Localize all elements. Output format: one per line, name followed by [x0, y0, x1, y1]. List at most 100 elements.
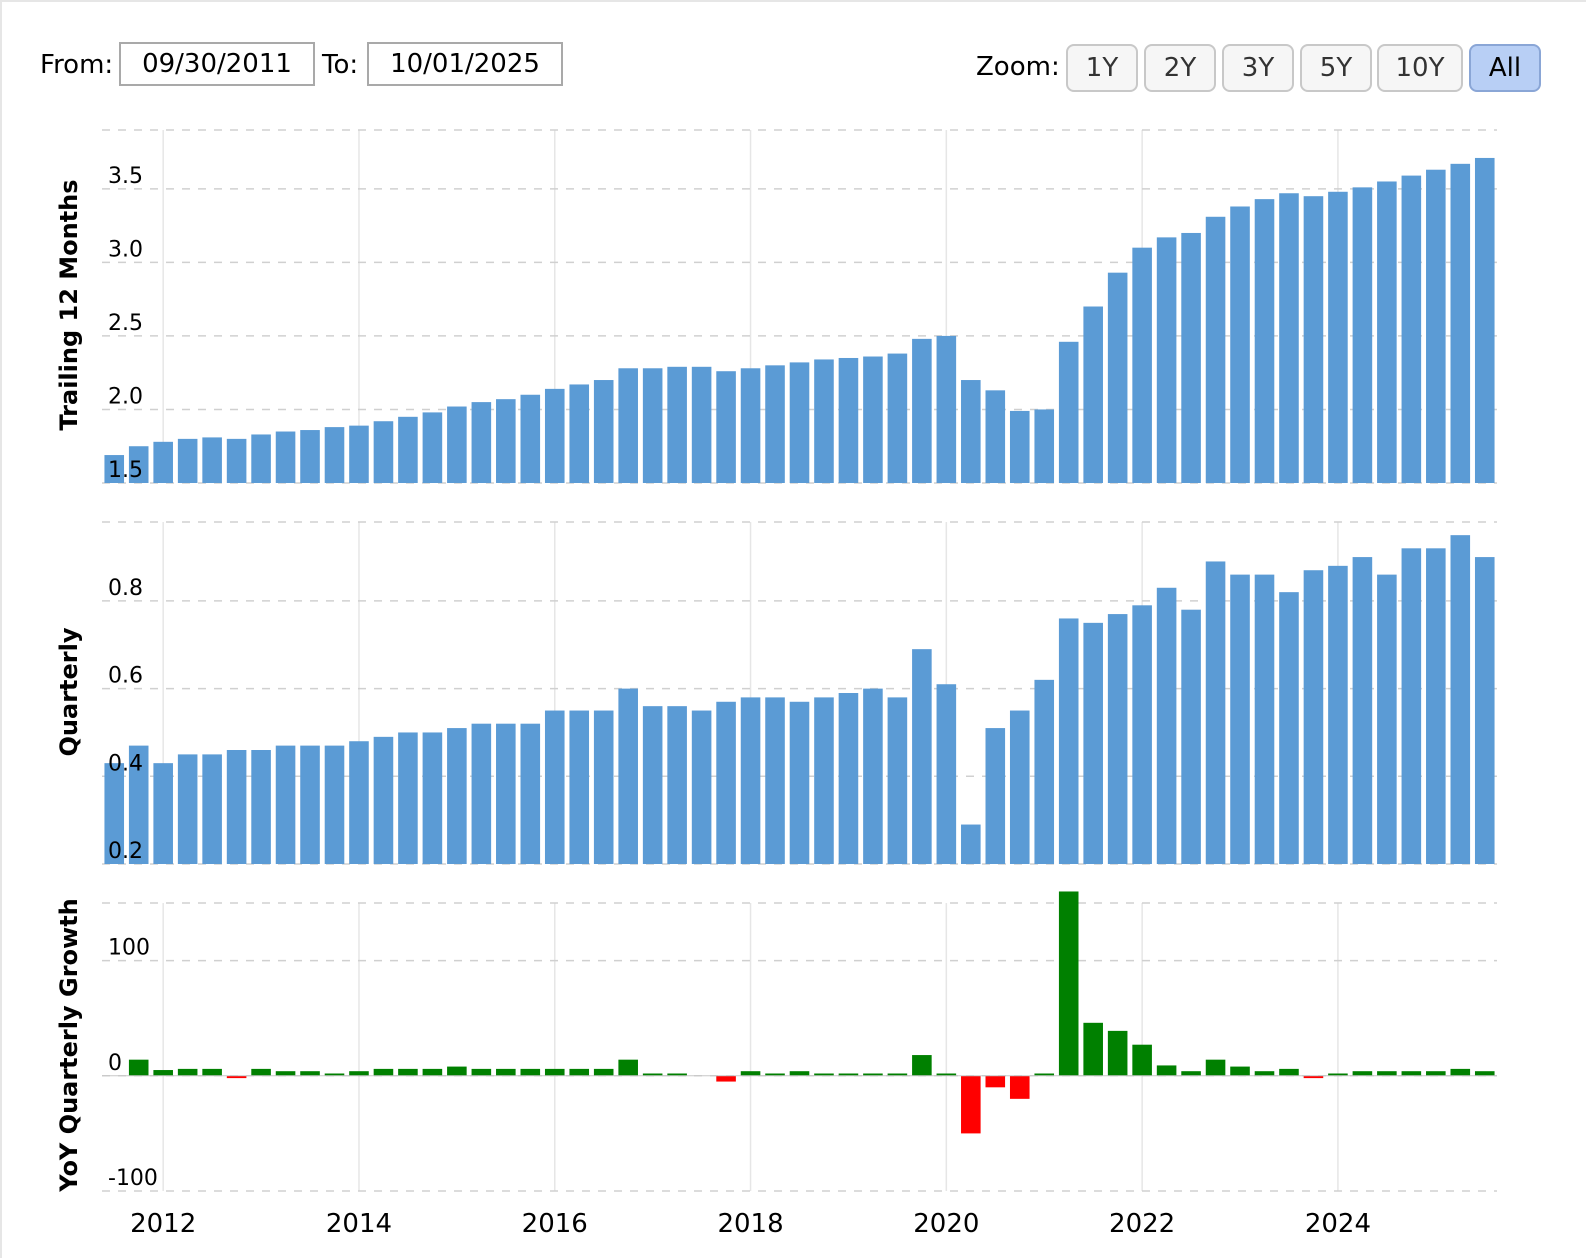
bar-2-2021-Q1 — [1034, 1073, 1055, 1076]
bar-0-2012-Q1 — [153, 441, 173, 483]
bar-1-2019-Q2 — [863, 688, 883, 864]
bar-2-2024-Q1 — [1328, 1073, 1348, 1076]
bar-0-2016-Q4 — [618, 368, 638, 483]
zoom-1y-button[interactable]: 1Y — [1066, 44, 1138, 92]
bar-0-2017-Q1 — [642, 368, 663, 483]
to-date-input[interactable]: 10/01/2025 — [367, 42, 563, 86]
bar-0-2020-Q3 — [985, 390, 1006, 483]
bar-1-2016-Q3 — [593, 710, 614, 864]
bar-0-2017-Q3 — [691, 366, 712, 483]
bar-1-2017-Q1 — [642, 706, 663, 864]
bar-1-2019-Q1 — [838, 693, 859, 864]
bar-1-2022-Q3 — [1181, 609, 1201, 864]
bar-1-2019-Q3 — [887, 697, 908, 864]
x-tick-label: 2012 — [130, 1209, 196, 1239]
bar-1-2021-Q1 — [1034, 679, 1055, 864]
bar-2-2022-Q3 — [1181, 1071, 1201, 1076]
bar-2-2020-Q4 — [1009, 1075, 1030, 1099]
bar-1-2017-Q3 — [691, 710, 712, 864]
bar-1-2025-Q2 — [1450, 535, 1471, 864]
bar-0-2018-Q3 — [789, 362, 810, 483]
bar-0-2013-Q4 — [324, 427, 345, 483]
bar-2-2020-Q1 — [936, 1073, 957, 1076]
zoom-5y-button[interactable]: 5Y — [1300, 44, 1372, 92]
bar-1-2016-Q2 — [569, 710, 590, 864]
bar-2-2018-Q3 — [789, 1071, 810, 1076]
bar-1-2012-Q2 — [177, 754, 198, 864]
bar-0-2019-Q1 — [838, 357, 859, 483]
bar-1-2025-Q3 — [1474, 557, 1495, 864]
zoom-10y-button[interactable]: 10Y — [1377, 44, 1463, 92]
bar-0-2020-Q4 — [1009, 410, 1030, 483]
bar-0-2023-Q4 — [1303, 196, 1324, 483]
bar-0-2012-Q3 — [202, 437, 222, 483]
bar-2-2018-Q4 — [814, 1073, 834, 1076]
bar-2-2016-Q1 — [544, 1068, 565, 1076]
bar-1-2018-Q1 — [740, 697, 761, 864]
bar-1-2011-Q4 — [128, 745, 149, 864]
zoom-label: Zoom: — [976, 52, 1060, 82]
bar-1-2018-Q4 — [814, 697, 834, 864]
bar-0-2022-Q1 — [1132, 247, 1152, 483]
bar-1-2019-Q4 — [912, 649, 932, 864]
bar-0-2022-Q4 — [1205, 216, 1226, 483]
x-tick-label: 2024 — [1305, 1209, 1371, 1239]
bar-2-2016-Q4 — [618, 1059, 638, 1076]
bar-2-2014-Q4 — [422, 1068, 443, 1076]
bar-2-2019-Q1 — [838, 1073, 859, 1076]
x-tick-label: 2022 — [1109, 1209, 1175, 1239]
bar-1-2023-Q3 — [1279, 592, 1299, 864]
y-tick-label: 0.4 — [108, 751, 143, 776]
bar-1-2012-Q1 — [153, 763, 173, 864]
bar-0-2018-Q1 — [740, 368, 761, 483]
bar-1-2025-Q1 — [1426, 548, 1446, 864]
bar-0-2025-Q2 — [1450, 163, 1471, 483]
bar-0-2023-Q3 — [1279, 193, 1299, 483]
bar-2-2019-Q2 — [863, 1073, 883, 1076]
bar-1-2018-Q3 — [789, 701, 810, 864]
bar-1-2020-Q2 — [961, 824, 981, 864]
bar-2-2013-Q2 — [275, 1071, 296, 1076]
bar-0-2025-Q1 — [1426, 169, 1446, 483]
bar-0-2012-Q4 — [226, 438, 247, 483]
bar-2-2016-Q3 — [593, 1068, 614, 1076]
y-tick-label: 100 — [108, 936, 150, 961]
bar-0-2022-Q3 — [1181, 232, 1201, 483]
bar-1-2024-Q2 — [1352, 557, 1373, 864]
y-tick-label: 0.6 — [108, 664, 143, 689]
y-tick-label: 1.5 — [108, 458, 143, 483]
bar-1-2021-Q2 — [1058, 618, 1079, 864]
bar-0-2023-Q2 — [1254, 199, 1275, 484]
bar-2-2012-Q4 — [226, 1075, 247, 1079]
bar-0-2021-Q3 — [1083, 306, 1103, 483]
bar-0-2016-Q1 — [544, 388, 565, 483]
bar-0-2016-Q2 — [569, 384, 590, 483]
zoom-3y-button[interactable]: 3Y — [1222, 44, 1294, 92]
bar-2-2015-Q1 — [447, 1066, 467, 1076]
bar-1-2016-Q1 — [544, 710, 565, 864]
bar-2-2013-Q4 — [324, 1073, 345, 1076]
bar-2-2019-Q3 — [887, 1073, 908, 1076]
zoom-all-button[interactable]: All — [1469, 44, 1541, 92]
from-date-input[interactable]: 09/30/2011 — [119, 42, 315, 86]
zoom-2y-button[interactable]: 2Y — [1144, 44, 1216, 92]
bar-2-2023-Q2 — [1254, 1071, 1275, 1076]
bar-0-2014-Q2 — [373, 421, 394, 483]
bar-2-2014-Q3 — [398, 1068, 418, 1076]
bar-2-2017-Q2 — [667, 1073, 687, 1076]
bar-0-2021-Q2 — [1058, 341, 1079, 483]
bar-0-2021-Q1 — [1034, 409, 1055, 483]
bar-0-2024-Q2 — [1352, 187, 1373, 484]
bar-0-2015-Q2 — [471, 402, 492, 483]
bar-2-2018-Q1 — [740, 1071, 761, 1076]
bar-2-2017-Q1 — [642, 1073, 663, 1076]
bar-0-2019-Q4 — [912, 338, 932, 483]
bar-1-2021-Q4 — [1107, 614, 1128, 864]
bar-2-2014-Q1 — [349, 1071, 369, 1076]
y-tick-label: 3.0 — [108, 237, 143, 262]
bar-0-2015-Q3 — [496, 399, 516, 483]
bar-1-2024-Q3 — [1377, 574, 1397, 864]
bar-0-2022-Q2 — [1156, 237, 1177, 483]
bar-1-2020-Q3 — [985, 728, 1006, 864]
